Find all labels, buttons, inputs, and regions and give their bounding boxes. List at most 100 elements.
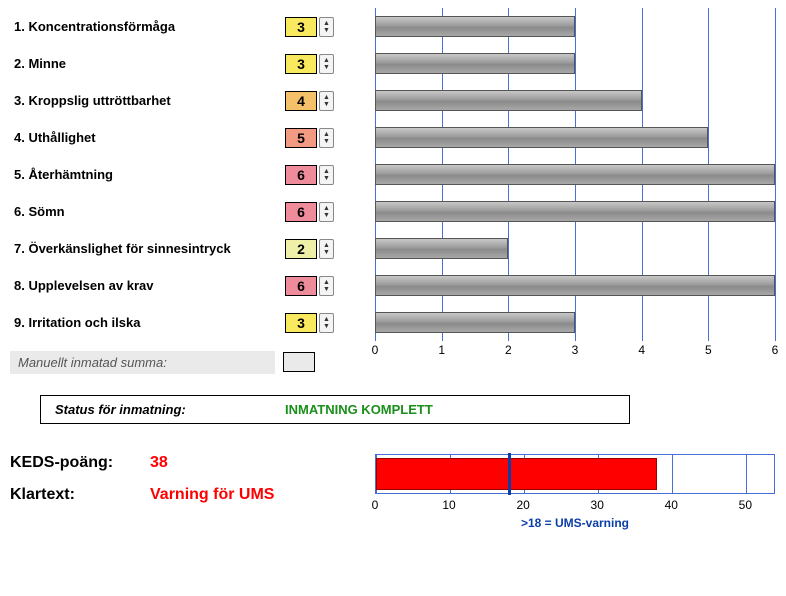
item-row: 4. Uthållighet5▲▼ [10,119,776,156]
status-box: Status för inmatning: INMATNING KOMPLETT [40,395,630,424]
score-bar [376,458,657,490]
score-key-label: KEDS-poäng: [10,454,150,472]
item-bar [375,201,775,222]
chevron-down-icon[interactable]: ▼ [323,212,330,219]
axis-tick-label: 0 [372,498,379,512]
chevron-down-icon[interactable]: ▼ [323,175,330,182]
score-chart [375,454,775,494]
value-stepper[interactable]: 3▲▼ [285,17,375,37]
chevron-down-icon[interactable]: ▼ [323,27,330,34]
item-chart-area [375,230,776,267]
value-stepper[interactable]: 6▲▼ [285,165,375,185]
chevron-down-icon[interactable]: ▼ [323,286,330,293]
item-label: 8. Upplevelsen av krav [10,278,285,293]
stepper-arrows[interactable]: ▲▼ [319,276,334,296]
score-chart-axis: 01020304050 [375,498,775,516]
score-section: KEDS-poäng: 38 Klartext: Varning för UMS… [10,454,776,530]
stepper-value: 3 [285,313,317,333]
threshold-line [508,453,511,495]
item-label: 6. Sömn [10,204,285,219]
item-chart-area [375,119,776,156]
axis-tick-label: 10 [442,498,455,512]
item-chart-area [375,82,776,119]
stepper-value: 6 [285,202,317,222]
item-bar [375,164,775,185]
axis-tick-label: 30 [591,498,604,512]
axis-tick-label: 6 [772,343,779,357]
klartext-label: Klartext: [10,486,150,504]
value-stepper[interactable]: 6▲▼ [285,276,375,296]
item-label: 1. Koncentrationsförmåga [10,19,285,34]
manual-sum-label: Manuellt inmatad summa: [10,351,275,374]
chevron-up-icon[interactable]: ▲ [323,94,330,101]
stepper-arrows[interactable]: ▲▼ [319,91,334,111]
item-row: 9. Irritation och ilska3▲▼ [10,304,776,341]
item-row: 3. Kroppslig uttröttbarhet4▲▼ [10,82,776,119]
stepper-arrows[interactable]: ▲▼ [319,239,334,259]
stepper-value: 6 [285,165,317,185]
item-row: 7. Överkänslighet för sinnesintryck2▲▼ [10,230,776,267]
value-stepper[interactable]: 2▲▼ [285,239,375,259]
item-bar [375,127,708,148]
value-stepper[interactable]: 3▲▼ [285,54,375,74]
items-chart-axis: 0123456 [375,343,775,363]
item-label: 7. Överkänslighet för sinnesintryck [10,241,285,256]
item-bar [375,275,775,296]
chevron-up-icon[interactable]: ▲ [323,279,330,286]
item-chart-area [375,267,776,304]
item-label: 4. Uthållighet [10,130,285,145]
value-stepper[interactable]: 5▲▼ [285,128,375,148]
status-value: INMATNING KOMPLETT [285,402,433,417]
items-section: 1. Koncentrationsförmåga3▲▼2. Minne3▲▼3.… [10,8,776,341]
item-label: 9. Irritation och ilska [10,315,285,330]
axis-tick-label: 0 [372,343,379,357]
axis-tick-label: 5 [705,343,712,357]
stepper-arrows[interactable]: ▲▼ [319,202,334,222]
item-chart-area [375,45,776,82]
stepper-arrows[interactable]: ▲▼ [319,165,334,185]
chevron-down-icon[interactable]: ▼ [323,138,330,145]
stepper-value: 6 [285,276,317,296]
axis-tick-label: 40 [665,498,678,512]
threshold-label: >18 = UMS-varning [375,516,775,530]
value-stepper[interactable]: 4▲▼ [285,91,375,111]
chevron-up-icon[interactable]: ▲ [323,242,330,249]
stepper-arrows[interactable]: ▲▼ [319,313,334,333]
chevron-down-icon[interactable]: ▼ [323,64,330,71]
item-chart-area [375,8,776,45]
chevron-up-icon[interactable]: ▲ [323,57,330,64]
stepper-arrows[interactable]: ▲▼ [319,128,334,148]
stepper-value: 3 [285,54,317,74]
item-label: 2. Minne [10,56,285,71]
chevron-down-icon[interactable]: ▼ [323,323,330,330]
item-chart-area [375,193,776,230]
chevron-up-icon[interactable]: ▲ [323,205,330,212]
item-bar [375,53,575,74]
stepper-arrows[interactable]: ▲▼ [319,17,334,37]
item-bar [375,16,575,37]
manual-sum-input[interactable] [283,352,315,372]
chevron-down-icon[interactable]: ▼ [323,101,330,108]
value-stepper[interactable]: 3▲▼ [285,313,375,333]
stepper-value: 5 [285,128,317,148]
item-bar [375,238,508,259]
chevron-up-icon[interactable]: ▲ [323,316,330,323]
item-row: 5. Återhämtning6▲▼ [10,156,776,193]
chevron-up-icon[interactable]: ▲ [323,20,330,27]
stepper-value: 2 [285,239,317,259]
item-row: 1. Koncentrationsförmåga3▲▼ [10,8,776,45]
item-label: 3. Kroppslig uttröttbarhet [10,93,285,108]
item-bar [375,90,642,111]
item-label: 5. Återhämtning [10,167,285,182]
item-chart-area [375,304,776,341]
axis-tick-label: 4 [638,343,645,357]
status-label: Status för inmatning: [55,402,285,417]
value-stepper[interactable]: 6▲▼ [285,202,375,222]
axis-tick-label: 3 [572,343,579,357]
chevron-up-icon[interactable]: ▲ [323,168,330,175]
stepper-value: 3 [285,17,317,37]
axis-tick-label: 2 [505,343,512,357]
chevron-down-icon[interactable]: ▼ [323,249,330,256]
chevron-up-icon[interactable]: ▲ [323,131,330,138]
stepper-arrows[interactable]: ▲▼ [319,54,334,74]
